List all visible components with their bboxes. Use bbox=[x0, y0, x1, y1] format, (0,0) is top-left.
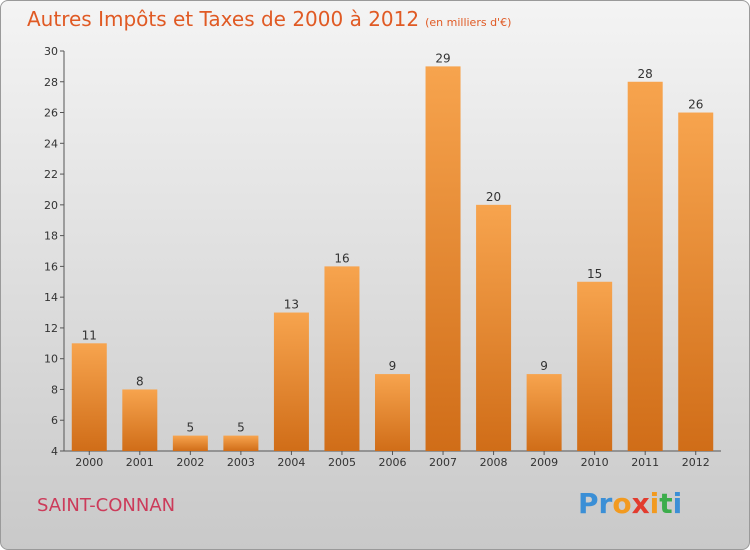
y-tick-label: 14 bbox=[44, 291, 58, 304]
data-label: 5 bbox=[237, 421, 245, 435]
x-tick-label: 2004 bbox=[277, 456, 305, 469]
proxiti-logo: Proxiti bbox=[578, 487, 682, 520]
y-tick-label: 6 bbox=[51, 414, 58, 427]
y-tick-label: 4 bbox=[51, 445, 58, 458]
y-tick-label: 18 bbox=[44, 230, 58, 243]
x-tick-label: 2007 bbox=[429, 456, 457, 469]
chart-title: Autres Impôts et Taxes de 2000 à 2012 (en… bbox=[27, 7, 511, 31]
x-tick-label: 2000 bbox=[75, 456, 103, 469]
bar bbox=[71, 343, 107, 451]
logo-letter: o bbox=[612, 487, 632, 520]
x-tick-label: 2003 bbox=[227, 456, 255, 469]
data-label: 20 bbox=[486, 190, 501, 204]
y-tick-label: 8 bbox=[51, 383, 58, 396]
data-label: 28 bbox=[638, 67, 653, 81]
x-tick-label: 2008 bbox=[480, 456, 508, 469]
y-tick-label: 16 bbox=[44, 260, 58, 273]
y-tick-label: 22 bbox=[44, 168, 58, 181]
y-tick-label: 12 bbox=[44, 322, 58, 335]
data-label: 29 bbox=[435, 51, 450, 65]
x-tick-label: 2012 bbox=[682, 456, 710, 469]
bar bbox=[273, 312, 309, 451]
logo-letter: i bbox=[649, 487, 660, 520]
y-tick-label: 24 bbox=[44, 137, 58, 150]
y-tick-label: 26 bbox=[44, 107, 58, 120]
y-tick-label: 20 bbox=[44, 199, 58, 212]
bar bbox=[425, 66, 461, 451]
logo-letter: P bbox=[578, 487, 599, 520]
x-tick-label: 2005 bbox=[328, 456, 356, 469]
bar bbox=[577, 281, 613, 451]
x-tick-label: 2011 bbox=[631, 456, 659, 469]
y-tick-label: 10 bbox=[44, 353, 58, 366]
data-label: 9 bbox=[389, 359, 397, 373]
data-label: 16 bbox=[334, 251, 349, 265]
y-tick-label: 28 bbox=[44, 76, 58, 89]
data-label: 15 bbox=[587, 267, 602, 281]
data-label: 11 bbox=[82, 328, 97, 342]
bar bbox=[324, 266, 360, 451]
data-label: 5 bbox=[187, 421, 195, 435]
bar bbox=[678, 112, 714, 452]
chart-title-text: Autres Impôts et Taxes de 2000 à 2012 bbox=[27, 7, 420, 31]
bar bbox=[476, 204, 512, 451]
data-label: 9 bbox=[540, 359, 548, 373]
x-tick-label: 2001 bbox=[126, 456, 154, 469]
x-tick-label: 2009 bbox=[530, 456, 558, 469]
data-label: 8 bbox=[136, 374, 144, 388]
x-tick-label: 2010 bbox=[581, 456, 609, 469]
logo-letter: i bbox=[672, 487, 683, 520]
bar bbox=[172, 435, 208, 451]
bar bbox=[375, 374, 410, 451]
logo-letter: x bbox=[631, 487, 650, 520]
commune-name: SAINT-CONNAN bbox=[37, 495, 176, 516]
bar bbox=[627, 81, 663, 452]
bar bbox=[526, 374, 562, 451]
bar bbox=[122, 389, 158, 451]
data-label: 13 bbox=[284, 298, 299, 312]
logo-letter: t bbox=[659, 487, 673, 520]
chart-unit: (en milliers d'€) bbox=[425, 16, 512, 29]
x-tick-label: 2002 bbox=[176, 456, 204, 469]
y-tick-label: 30 bbox=[44, 45, 58, 58]
data-label: 26 bbox=[688, 98, 703, 112]
bar bbox=[223, 435, 259, 451]
x-tick-label: 2006 bbox=[379, 456, 407, 469]
logo-letter: r bbox=[598, 487, 613, 520]
